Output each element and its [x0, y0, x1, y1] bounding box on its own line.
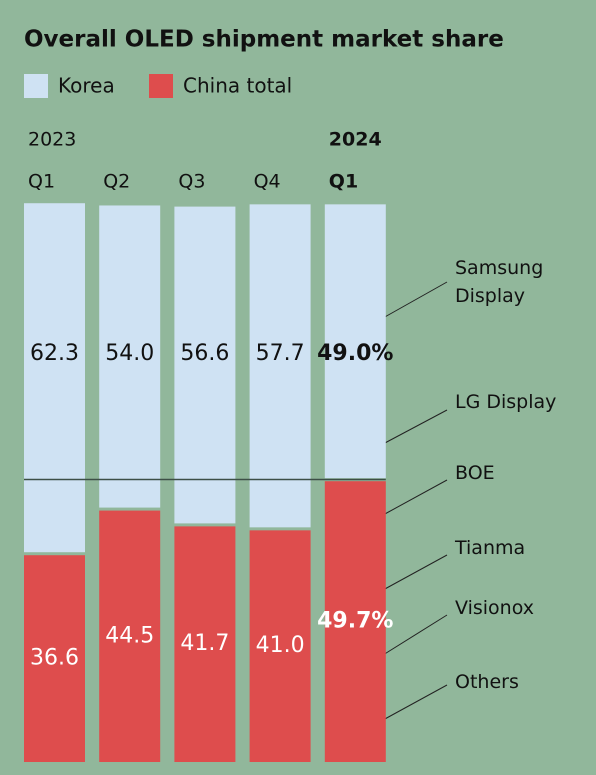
value-label: 62.3 [30, 341, 79, 366]
bar-segment [24, 203, 85, 553]
value-label: 49.7% [317, 609, 393, 634]
bar-segment [249, 530, 311, 762]
segment-annotation: Samsung Display [455, 257, 543, 307]
leader-line [382, 281, 448, 319]
annotation-line: LG Display [455, 391, 556, 413]
bar-segment [174, 206, 236, 524]
value-label: 49.0% [317, 341, 393, 366]
value-label: 54.0 [105, 341, 154, 366]
value-label: 36.6 [30, 646, 79, 671]
value-label: 56.6 [180, 341, 229, 366]
segment-annotation: Visionox [455, 597, 534, 619]
annotation-line: Samsung [455, 257, 543, 279]
annotation-line: Tianma [454, 537, 525, 559]
x-tick-label: Q3 [178, 171, 205, 193]
leader-line [382, 614, 448, 656]
leader-line [382, 554, 448, 591]
leader-line [382, 479, 448, 516]
segment-annotation: LG Display [455, 391, 556, 413]
legend-swatch [149, 74, 173, 98]
year-label: 2024 [329, 129, 382, 151]
x-tick-label: Q1 [28, 171, 55, 193]
bar-segment [249, 204, 311, 528]
x-tick-label: Q1 [329, 171, 358, 193]
annotation-line: BOE [455, 462, 495, 484]
x-tick-label: Q2 [103, 171, 130, 193]
segment-annotation: BOE [455, 462, 495, 484]
value-label: 57.7 [256, 341, 305, 366]
leader-lines [382, 281, 448, 721]
legend-label: Korea [58, 74, 115, 98]
annotation-line: Visionox [455, 597, 534, 619]
leader-line [382, 409, 448, 445]
bar-segment [99, 205, 161, 508]
chart-title: Overall OLED shipment market share [24, 27, 504, 53]
bar-segment [324, 204, 386, 479]
x-tick-label: Q4 [254, 171, 281, 193]
annotation-line: Display [455, 285, 525, 307]
annotation-line: Others [455, 671, 519, 693]
leader-line [382, 684, 448, 721]
bar-segment [24, 555, 85, 762]
bar-segment [324, 481, 386, 762]
value-label: 41.7 [180, 631, 229, 656]
legend-swatch [24, 74, 48, 98]
value-label: 41.0 [256, 633, 305, 658]
bar-segment [174, 526, 236, 762]
legend-label: China total [183, 74, 292, 98]
year-label: 2023 [28, 129, 76, 151]
value-label: 44.5 [105, 623, 154, 648]
segment-annotation: Others [455, 671, 519, 693]
bar-segment [99, 510, 161, 762]
segment-annotation: Tianma [454, 537, 525, 559]
